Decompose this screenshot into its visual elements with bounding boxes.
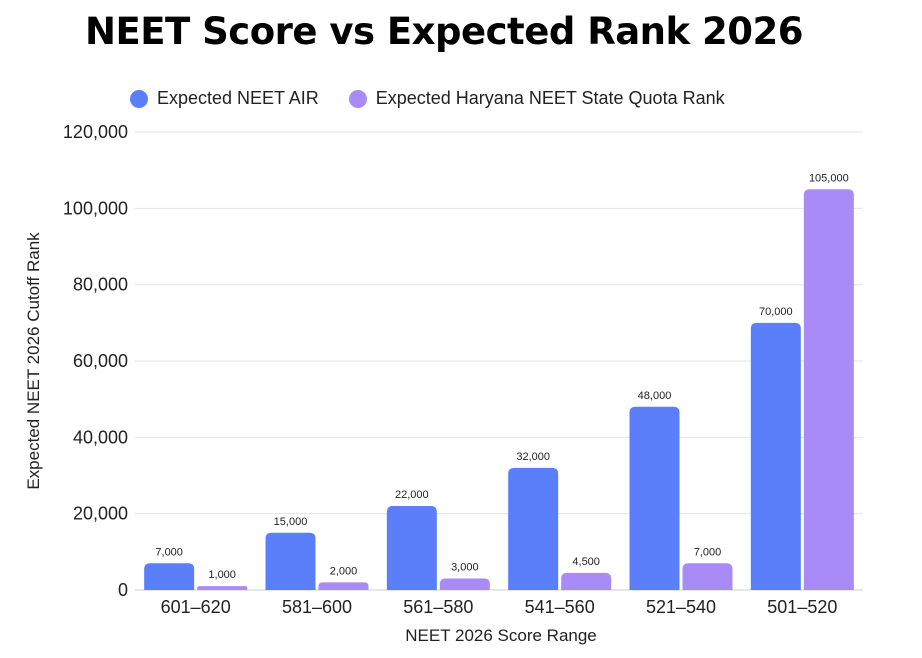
legend-swatch-air (130, 89, 148, 108)
bar (197, 586, 248, 590)
x-tick-label: 561–580 (403, 597, 473, 617)
legend-label-state: Expected Haryana NEET State Quota Rank (375, 88, 725, 108)
y-tick-label: 60,000 (73, 351, 128, 371)
data-label: 4,500 (572, 556, 600, 568)
bar (265, 532, 316, 590)
data-label: 70,000 (759, 306, 793, 318)
y-axis-ticks: 0 20,000 40,000 60,000 80,000 100,000 120,000 (63, 122, 128, 600)
x-tick-label: 581–600 (282, 597, 352, 617)
y-axis-label: Expected NEET 2026 Cutoff Rank (24, 232, 43, 490)
y-tick-label: 20,000 (73, 504, 128, 524)
bar (682, 563, 733, 590)
data-label: 48,000 (638, 390, 672, 402)
bar (750, 322, 801, 590)
data-label: 22,000 (395, 489, 429, 501)
bar (318, 582, 369, 590)
data-label: 32,000 (516, 451, 550, 463)
data-label: 7,000 (155, 546, 183, 558)
legend-label-air: Expected NEET AIR (157, 88, 319, 108)
bar (803, 189, 854, 590)
chart-title: NEET Score vs Expected Rank 2026 (85, 10, 803, 53)
x-axis-label: NEET 2026 Score Range (405, 626, 597, 645)
bar (508, 467, 559, 590)
bar (629, 406, 680, 590)
y-tick-label: 0 (118, 580, 128, 600)
data-label: 1,000 (208, 569, 236, 581)
legend-item-air: Expected NEET AIR (130, 88, 319, 109)
x-tick-label: 541–560 (525, 597, 595, 617)
x-tick-label: 521–540 (646, 597, 716, 617)
bar (561, 572, 612, 590)
x-axis-ticks: 601–620 581–600 561–580 541–560 521–540 501–5… (161, 597, 838, 617)
bar (144, 563, 195, 590)
data-label: 105,000 (809, 172, 849, 184)
y-tick-label: 40,000 (73, 427, 128, 447)
legend-item-state: Expected Haryana NEET State Quota Rank (348, 88, 725, 109)
legend-swatch-state (348, 89, 367, 108)
x-tick-label: 601–620 (161, 597, 231, 617)
bar (439, 578, 490, 590)
y-tick-label: 80,000 (73, 275, 128, 295)
data-label: 3,000 (451, 562, 479, 574)
y-tick-label: 100,000 (63, 198, 128, 218)
data-label: 15,000 (274, 516, 308, 528)
data-label: 7,000 (694, 546, 722, 558)
bars: 7,000 1,000 15,000 2,000 22,000 3,000 32,000 4,… (144, 172, 854, 590)
bar (386, 506, 437, 590)
grid-lines (135, 131, 863, 591)
y-tick-label: 120,000 (63, 122, 128, 142)
data-label: 2,000 (330, 565, 358, 577)
x-tick-label: 501–520 (767, 597, 837, 617)
chart-legend: Expected NEET AIR Expected Haryana NEET … (130, 88, 755, 109)
